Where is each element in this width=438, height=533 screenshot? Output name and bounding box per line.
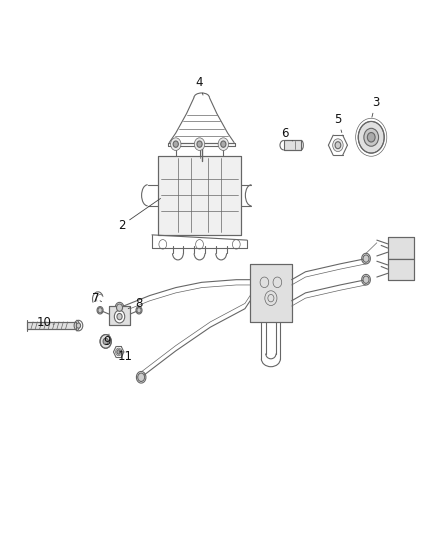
Circle shape xyxy=(363,255,369,262)
Circle shape xyxy=(173,141,178,147)
Text: 11: 11 xyxy=(118,350,133,362)
Circle shape xyxy=(358,122,384,153)
Circle shape xyxy=(117,350,120,354)
Polygon shape xyxy=(388,238,413,259)
Circle shape xyxy=(116,348,122,356)
Text: 4: 4 xyxy=(196,76,203,90)
Circle shape xyxy=(194,138,205,150)
Circle shape xyxy=(100,335,111,348)
Text: 2: 2 xyxy=(118,219,125,232)
Circle shape xyxy=(221,141,226,147)
Circle shape xyxy=(103,338,108,344)
Circle shape xyxy=(197,141,202,147)
Text: 7: 7 xyxy=(92,292,99,305)
Polygon shape xyxy=(109,306,131,325)
Polygon shape xyxy=(159,156,240,235)
Circle shape xyxy=(364,128,378,146)
Text: 8: 8 xyxy=(135,297,143,310)
Text: 3: 3 xyxy=(372,96,379,109)
Polygon shape xyxy=(388,259,413,280)
Polygon shape xyxy=(27,322,76,329)
Text: 5: 5 xyxy=(334,114,342,126)
Text: 9: 9 xyxy=(103,335,110,348)
Polygon shape xyxy=(250,264,292,322)
Circle shape xyxy=(333,139,343,151)
Text: 10: 10 xyxy=(36,317,51,329)
Circle shape xyxy=(138,373,145,382)
Circle shape xyxy=(117,313,122,320)
Text: 6: 6 xyxy=(281,127,289,140)
Circle shape xyxy=(335,142,341,149)
Circle shape xyxy=(363,276,369,284)
Polygon shape xyxy=(284,140,301,150)
Circle shape xyxy=(98,308,102,313)
Circle shape xyxy=(367,133,375,142)
Circle shape xyxy=(137,308,141,313)
Circle shape xyxy=(76,323,81,328)
Circle shape xyxy=(117,304,123,311)
Circle shape xyxy=(218,138,229,150)
Circle shape xyxy=(114,310,125,323)
Circle shape xyxy=(170,138,181,150)
